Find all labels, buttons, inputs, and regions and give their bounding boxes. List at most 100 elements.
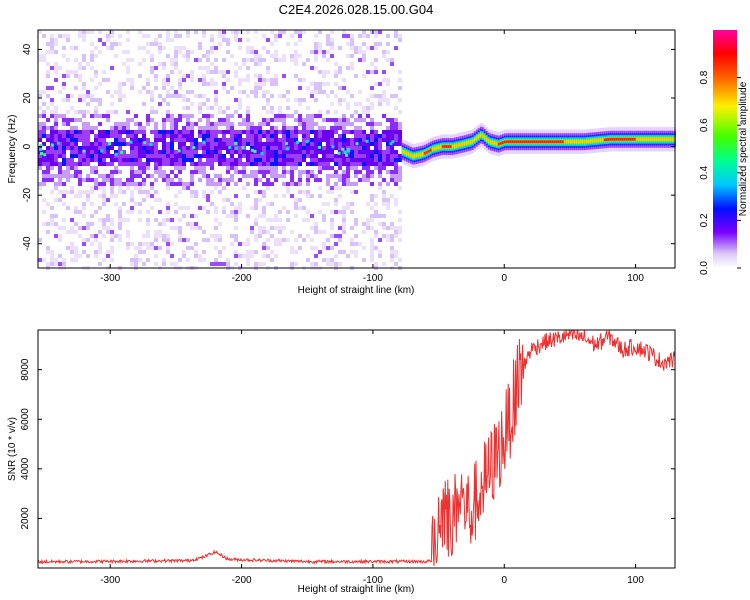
spectrogram-cell [206, 50, 210, 54]
spectrogram-cell [58, 134, 62, 138]
spectrogram-cell [298, 246, 302, 250]
spectrogram-cell [198, 126, 202, 130]
spectrogram-cell [345, 153, 349, 157]
spectrogram-cell [78, 98, 82, 102]
spectrogram-cell [146, 174, 150, 178]
spectrogram-cell [58, 170, 62, 174]
spectrogram-cell [142, 198, 146, 202]
spectrogram-cell [74, 134, 78, 138]
spectrogram-cell [501, 141, 504, 145]
spectrogram-cell [370, 122, 374, 126]
spectrogram-cell [238, 78, 242, 82]
spectrogram-cell [322, 154, 326, 158]
spectrogram-cell [346, 118, 350, 122]
spectrogram-cell [110, 110, 114, 114]
spectrogram-cell [178, 70, 182, 74]
spectrogram-cell [174, 162, 178, 166]
spectrogram-cell [306, 190, 310, 194]
spectrogram-cell [120, 150, 124, 154]
spectrogram-cell [398, 138, 402, 142]
spectrogram-cell [302, 118, 306, 122]
spectrogram-cell [358, 158, 362, 162]
spectrogram-cell [298, 102, 302, 106]
spectrogram-cell [62, 146, 66, 150]
spectrogram-cell [118, 94, 122, 98]
spectrogram-cell [78, 146, 82, 150]
spectrogram-cell [86, 194, 90, 198]
spectrogram-cell [338, 46, 342, 50]
spectrogram-cell [366, 154, 370, 158]
spectrogram-cell [190, 90, 194, 94]
spectrogram-cell [390, 226, 394, 230]
spectrogram-cell [246, 262, 250, 266]
spectrogram-cell [178, 86, 182, 90]
spectrogram-cell [70, 250, 74, 254]
spectrogram-cell [342, 138, 346, 142]
spectrogram-cell [370, 62, 374, 66]
snr-frame [37, 329, 676, 569]
spectrogram-cell [390, 174, 394, 178]
spectrogram-cell [318, 194, 322, 198]
spectrogram-cell [118, 98, 122, 102]
spectrogram-cell [370, 150, 374, 154]
spectrogram-cell [194, 190, 198, 194]
spectrogram-cell [306, 154, 310, 158]
spectrogram-cell [62, 118, 66, 122]
spectrogram-cell [198, 130, 202, 134]
spectrogram-cell [86, 142, 90, 146]
spectrogram-cell [302, 142, 306, 146]
spectrogram-cell [366, 34, 370, 38]
spectrogram-cell [513, 140, 516, 144]
spectrogram-cell [78, 174, 82, 178]
x-tick-label: -100 [363, 273, 383, 284]
spectrogram-cell [106, 110, 110, 114]
spectrogram-cell [186, 54, 190, 58]
spectrogram-cell [158, 210, 162, 214]
spectrogram-cell [78, 62, 82, 66]
spectrogram-cell [282, 58, 286, 62]
spectrogram-cell [322, 146, 326, 150]
spectrogram-cell [274, 54, 278, 58]
spectrogram-cell [114, 178, 118, 182]
spectrogram-cell [390, 62, 394, 66]
spectrogram-cell [194, 150, 198, 154]
spectrogram-cell [74, 154, 78, 158]
spectrogram-cell [70, 166, 74, 170]
spectrogram-cell [106, 250, 110, 254]
spectrogram-cell [210, 106, 214, 110]
spectrogram-cell [326, 158, 330, 162]
spectrogram-cell [318, 70, 322, 74]
spectrogram-cell [290, 194, 294, 198]
spectrogram-cell [314, 54, 318, 58]
spectrogram-cell [46, 170, 50, 174]
spectrogram-cell [294, 62, 298, 66]
spectrogram-cell [378, 250, 382, 254]
spectrogram-cell [386, 34, 390, 38]
spectrogram-cell [210, 158, 214, 162]
spectrogram-cell [294, 214, 298, 218]
spectrogram-cell [174, 138, 178, 142]
spectrogram-cell [274, 218, 278, 222]
spectrogram-cell [186, 238, 190, 242]
spectrogram-cell [653, 137, 656, 141]
spectrogram-cell [302, 134, 306, 138]
spectrogram-cell [174, 50, 178, 54]
spectrogram-cell [583, 139, 586, 144]
spectrogram-cell [266, 98, 270, 102]
spectrogram-cell [390, 134, 394, 138]
spectrogram-cell [258, 166, 262, 170]
spectrogram-cell [190, 222, 194, 226]
spectrogram-cell [290, 162, 294, 166]
spectrogram-cell [226, 178, 230, 182]
spectrogram-cell [242, 154, 246, 158]
spectrogram-cell [302, 190, 306, 194]
spectrogram-cell [86, 134, 90, 138]
spectrogram-cell [386, 162, 390, 166]
spectrogram-cell [202, 206, 206, 210]
spectrogram-cell [214, 218, 218, 222]
spectrogram-cell [266, 182, 270, 186]
spectrogram-cell [94, 150, 98, 154]
spectrogram-cell [50, 138, 54, 142]
spectrogram-cell [302, 130, 306, 134]
spectrogram-cell [106, 214, 110, 218]
